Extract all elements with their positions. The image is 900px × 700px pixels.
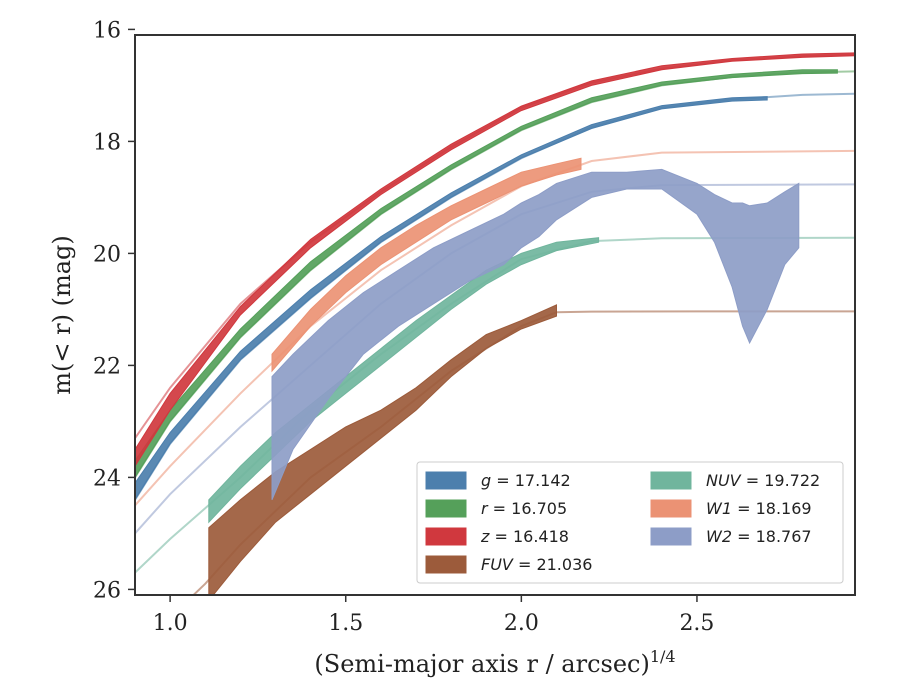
legend-label-fuv: FUV = 21.036 bbox=[481, 555, 592, 574]
legend-box bbox=[416, 461, 844, 584]
legend-swatch-w2 bbox=[650, 527, 692, 546]
x-axis-label-main: (Semi-major axis r / arcsec) bbox=[314, 650, 649, 678]
x-axis-label-superscript: 1/4 bbox=[650, 647, 676, 666]
y-tick-label: 22 bbox=[93, 354, 121, 379]
legend-swatch-g bbox=[425, 471, 467, 490]
legend-band-value: = 19.722 bbox=[741, 471, 821, 490]
band-z bbox=[135, 52, 855, 468]
legend-label-w2: W2 = 18.767 bbox=[706, 527, 812, 546]
legend-band-value: = 16.418 bbox=[489, 527, 569, 546]
x-tick-label: 1.0 bbox=[153, 611, 188, 636]
model-line-w1 bbox=[135, 149, 855, 507]
legend-band-name: FUV bbox=[481, 555, 514, 574]
y-tick-label: 26 bbox=[93, 578, 121, 603]
band-g bbox=[135, 96, 768, 501]
legend-band-value: = 18.169 bbox=[732, 499, 812, 518]
legend-label-z: z = 16.418 bbox=[480, 527, 569, 546]
legend-swatch-nuv bbox=[650, 471, 692, 490]
legend-label-nuv: NUV = 19.722 bbox=[706, 471, 820, 490]
x-tick-label: 2.5 bbox=[679, 611, 714, 636]
legend-band-name: NUV bbox=[706, 471, 742, 490]
legend-band-name: g bbox=[481, 471, 491, 490]
legend-band-value: = 17.142 bbox=[491, 471, 571, 490]
band-w1 bbox=[271, 157, 582, 373]
legend-band-value: = 21.036 bbox=[513, 555, 593, 574]
y-tick-label: 18 bbox=[93, 130, 121, 155]
band-r bbox=[135, 69, 838, 479]
legend-band-value: = 16.705 bbox=[488, 499, 568, 518]
legend-band-name: z bbox=[480, 527, 490, 546]
x-tick-label: 1.5 bbox=[328, 611, 363, 636]
legend-swatch-z bbox=[425, 527, 467, 546]
y-tick-label: 24 bbox=[93, 466, 121, 491]
legend-swatch-fuv bbox=[425, 555, 467, 574]
legend-band-name: r bbox=[481, 499, 489, 518]
legend-swatch-r bbox=[425, 499, 467, 518]
band-w2 bbox=[271, 168, 800, 500]
x-tick-label: 2.0 bbox=[504, 611, 539, 636]
plot-frame bbox=[134, 34, 856, 596]
x-axis-label: (Semi-major axis r / arcsec)1/4 bbox=[314, 647, 675, 678]
y-axis-label: m(< r) (mag) bbox=[48, 235, 76, 394]
legend-label-r: r = 16.705 bbox=[481, 499, 567, 518]
y-tick-label: 16 bbox=[93, 18, 121, 43]
band-fuv bbox=[208, 304, 557, 595]
legend-band-name: W1 bbox=[706, 499, 732, 518]
y-tick-label: 20 bbox=[93, 242, 121, 267]
y-axis: 16 18 20 22 24 26 bbox=[93, 18, 135, 603]
legend-band-name: W2 bbox=[706, 527, 732, 546]
legend-label-w1: W1 = 18.169 bbox=[706, 499, 812, 518]
x-axis: 1.0 1.5 2.0 2.5 bbox=[153, 595, 714, 636]
legend-swatch-w1 bbox=[650, 499, 692, 518]
legend-band-value: = 18.767 bbox=[732, 527, 812, 546]
legend-label-g: g = 17.142 bbox=[481, 471, 571, 490]
plot-area bbox=[135, 52, 855, 595]
